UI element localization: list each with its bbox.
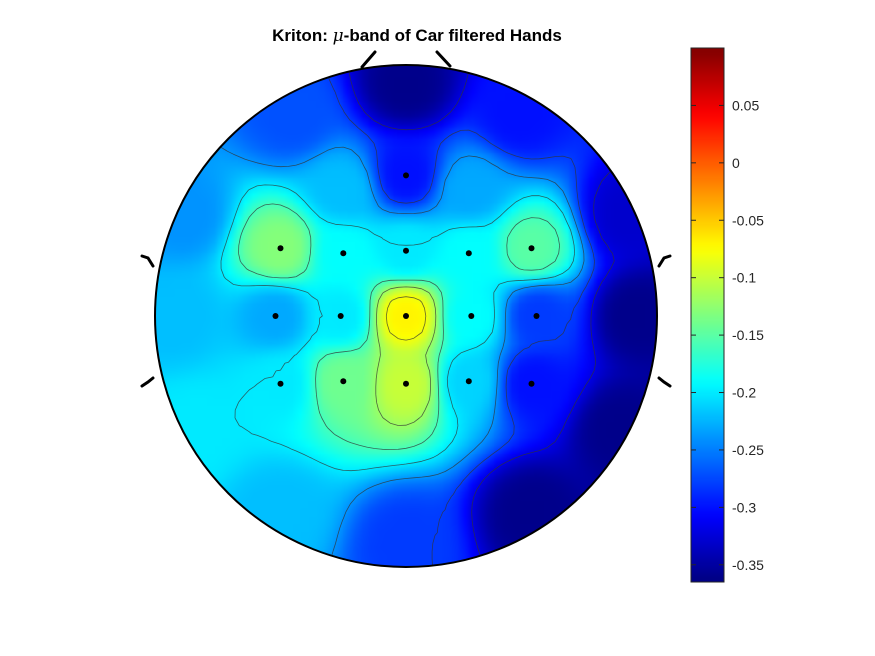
electrode-dot (403, 172, 409, 179)
nose-right-mark (435, 50, 452, 68)
electrode-dot (340, 378, 347, 385)
colorbar-tick-label: -0.05 (732, 212, 764, 228)
contour-line (220, 184, 575, 472)
electrode-dot (528, 380, 535, 387)
electrode-dot (533, 313, 540, 319)
nose-left-mark (360, 50, 377, 69)
electrode-dot (403, 247, 409, 254)
contour-line (375, 286, 437, 426)
colorbar-tick-label: 0.05 (732, 97, 759, 113)
contour-lines (155, 65, 657, 567)
electrode-dot (528, 245, 535, 252)
colorbar-tick-label: 0 (732, 155, 740, 171)
electrode-dot (277, 245, 284, 252)
colorbar-frame (690, 47, 725, 583)
title-prefix: Kriton: (272, 26, 332, 45)
head-outline (154, 64, 658, 568)
electrode-dot (465, 250, 472, 257)
contour-line (238, 203, 560, 450)
colorbar-tick-label: -0.35 (732, 557, 764, 573)
colorbar-ticks: 0.05 0 -0.05 -0.1 -0.15 -0.2 -0.25 -0.3 -0.35 (691, 97, 764, 573)
right-ear (657, 254, 672, 388)
electrode-dot (272, 313, 279, 319)
electrode-dot (468, 313, 475, 319)
electrode-dot (403, 313, 409, 319)
colorbar-tick-label: -0.2 (732, 385, 756, 401)
chart-title: Kriton: μ-band of Car filtered Hands (272, 26, 562, 46)
colorbar: 0.05 0 -0.05 -0.1 -0.15 -0.2 -0.25 -0.3 -0.35 (690, 47, 764, 583)
electrode-dot (337, 313, 344, 319)
contour-line (385, 296, 427, 341)
electrode-dot (340, 250, 347, 257)
colorbar-gradient (691, 48, 724, 582)
title-suffix: -band of Car filtered Hands (344, 26, 562, 45)
colorbar-tick-label: -0.25 (732, 442, 764, 458)
colorbar-tick-label: -0.1 (732, 270, 756, 286)
left-ear (140, 254, 155, 388)
electrode-dot (403, 380, 409, 387)
electrode-dot (277, 380, 284, 387)
colorbar-tick-label: -0.3 (732, 499, 756, 515)
electrode-dot (465, 378, 472, 385)
electrode-markers (272, 172, 540, 387)
colorbar-tick-label: -0.15 (732, 327, 764, 343)
mu-symbol: μ (333, 26, 344, 46)
